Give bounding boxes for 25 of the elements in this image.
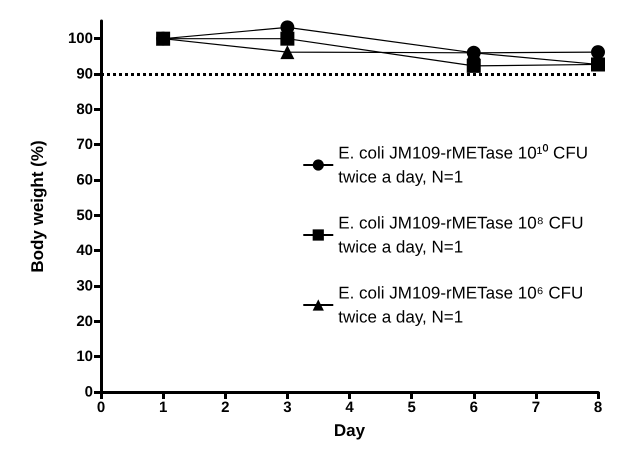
y-tick-label: 50 (76, 206, 93, 224)
y-axis-title: Body weight (%) (28, 140, 47, 273)
y-tick-label: 30 (76, 278, 93, 294)
x-tick-label: 6 (470, 399, 478, 416)
x-tick-label: 1 (158, 399, 168, 416)
legend-label: E. coli JM109-rMETase 10⁶ CFU twice a day, N=1 (338, 284, 584, 326)
x-tick-label: 5 (407, 399, 416, 416)
legend-label: E. coli JM109-rMETase 10⁸ CFU twice a day, N=1 (338, 214, 584, 256)
y-tick-label: 40 (76, 242, 93, 260)
y-tick-label: 70 (76, 136, 93, 154)
y-tick-label: 100 (68, 30, 93, 48)
x-tick-label: 2 (221, 399, 230, 416)
x-tick-label: 7 (532, 399, 540, 416)
legend-label: E. coli JM109-rMETase 10¹⁰ CFU twice a day, N=1 (338, 144, 588, 186)
y-tick-label: 90 (76, 66, 93, 82)
x-axis-title: Day (334, 421, 366, 440)
x-tick-label: 0 (96, 399, 106, 416)
y-tick-label: 80 (76, 100, 93, 118)
y-tick-label: 10 (76, 348, 93, 366)
y-tick-label: 60 (76, 172, 93, 188)
x-tick-label: 8 (594, 399, 602, 416)
y-tick-label: 0 (84, 384, 93, 400)
y-tick-label: 20 (76, 312, 93, 330)
x-tick-label: 3 (283, 399, 292, 416)
x-tick-label: 4 (345, 399, 354, 416)
